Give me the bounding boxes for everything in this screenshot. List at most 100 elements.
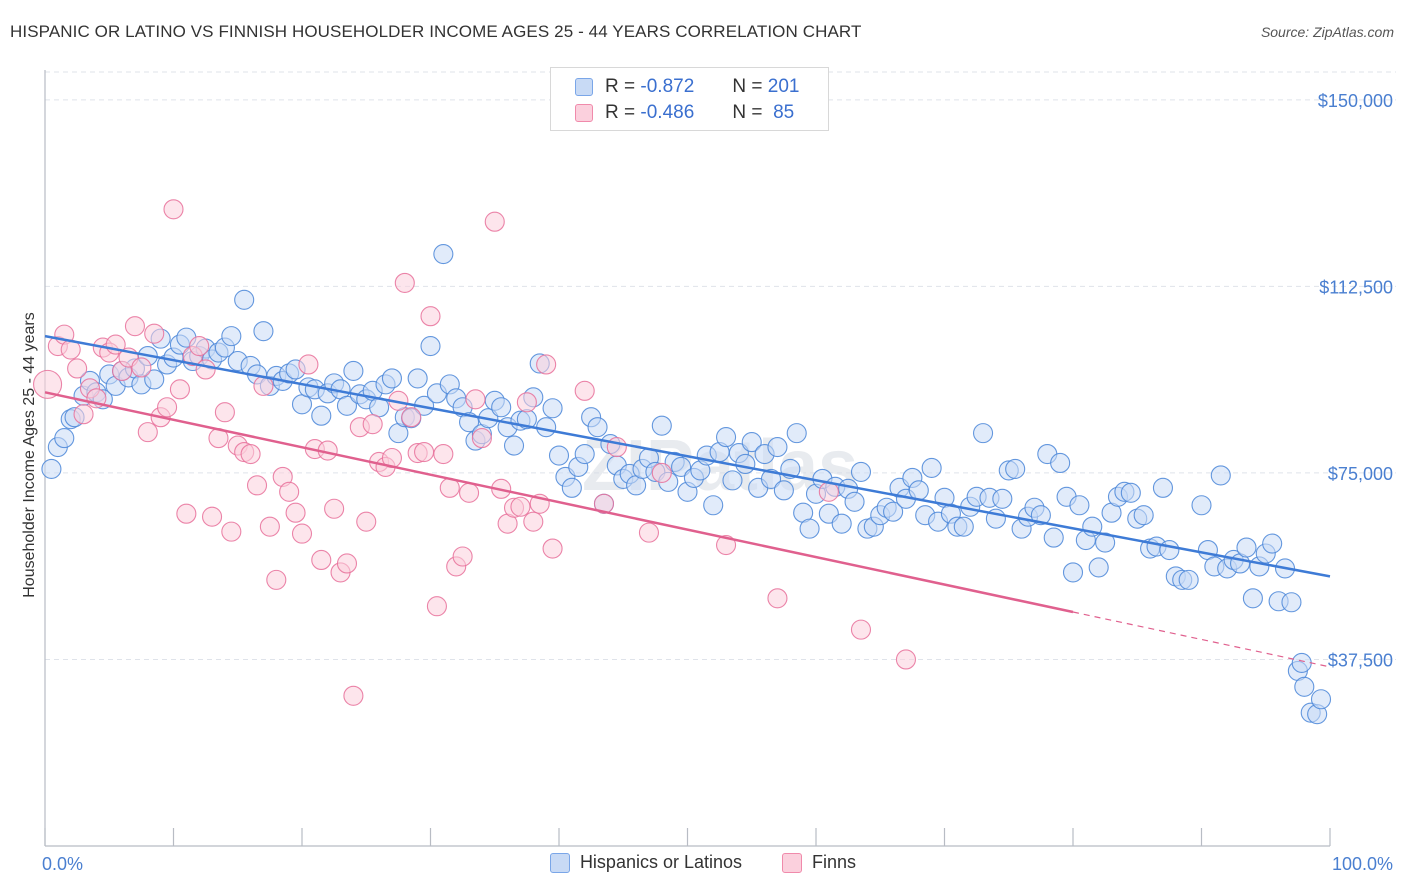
- data-point-finns: [291, 523, 313, 544]
- legend-row-finns: R = -0.486 N = 85: [575, 101, 794, 125]
- trend-line-finns-extension: [1072, 611, 1331, 668]
- data-point-hispanics: [311, 405, 332, 426]
- data-point-hispanics: [773, 480, 794, 501]
- data-point-finns: [285, 502, 306, 523]
- data-point-finns: [163, 199, 184, 220]
- data-point-hispanics: [651, 415, 672, 436]
- data-point-hispanics: [883, 501, 904, 522]
- data-point-finns: [606, 437, 627, 458]
- data-point-hispanics: [1191, 495, 1212, 516]
- data-point-hispanics: [548, 445, 570, 466]
- legend-r-value: -0.486: [640, 102, 695, 123]
- data-point-finns: [516, 392, 537, 413]
- data-point-hispanics: [1291, 652, 1312, 673]
- data-point-finns: [356, 511, 377, 532]
- data-point-finns: [336, 553, 358, 574]
- data-point-finns: [202, 506, 223, 527]
- data-point-hispanics: [767, 437, 788, 458]
- bottom-legend-swatch-hispanics: [549, 852, 570, 873]
- data-point-hispanics: [253, 321, 274, 342]
- data-point-hispanics: [381, 368, 403, 389]
- data-point-hispanics: [1088, 557, 1109, 578]
- data-point-finns: [484, 211, 505, 232]
- data-point-hispanics: [336, 395, 358, 416]
- x-tick-label: 0.0%: [42, 854, 83, 874]
- y-tick-label: $150,000: [1318, 91, 1393, 111]
- data-point-hispanics: [741, 432, 762, 453]
- data-point-hispanics: [561, 477, 582, 498]
- data-point-hispanics: [41, 458, 62, 479]
- data-point-finns: [420, 306, 441, 327]
- data-point-finns: [157, 397, 178, 418]
- data-point-finns: [394, 272, 415, 293]
- data-point-finns: [298, 354, 319, 375]
- y-tick-label: $112,500: [1319, 277, 1393, 297]
- data-point-hispanics: [1043, 527, 1064, 548]
- data-point-hispanics: [799, 518, 820, 539]
- data-point-hispanics: [831, 513, 852, 534]
- legend-swatch-finns: [575, 104, 593, 122]
- data-point-hispanics: [1069, 495, 1090, 516]
- data-point-finns: [214, 402, 235, 423]
- data-point-hispanics: [144, 369, 165, 390]
- data-point-finns: [452, 546, 473, 567]
- data-point-finns: [574, 380, 595, 401]
- data-point-finns: [542, 538, 563, 559]
- data-point-hispanics: [433, 244, 454, 265]
- data-point-finns: [767, 588, 788, 609]
- data-point-hispanics: [407, 368, 428, 389]
- data-point-finns: [240, 443, 261, 465]
- data-point-finns: [426, 596, 447, 617]
- data-point-hispanics: [542, 398, 563, 419]
- data-point-finns: [850, 619, 872, 640]
- data-point-hispanics: [291, 394, 313, 415]
- legend-n-label: N =: [732, 76, 763, 97]
- data-point-hispanics: [1152, 477, 1173, 498]
- data-point-finns: [124, 316, 145, 337]
- y-tick-label: $75,000: [1328, 464, 1393, 484]
- data-point-hispanics: [715, 427, 737, 448]
- tick-labels: $37,500 $75,000 $112,500 $150,000 0.0% 100.0%: [42, 91, 1393, 874]
- data-point-finns: [73, 404, 94, 425]
- data-point-finns: [33, 369, 63, 399]
- data-point-finns: [593, 493, 615, 514]
- data-point-hispanics: [1005, 458, 1026, 479]
- x-tick-label: 100.0%: [1332, 854, 1393, 874]
- data-point-hispanics: [491, 397, 512, 418]
- data-point-hispanics: [735, 453, 756, 475]
- data-point-finns: [67, 358, 88, 379]
- bottom-legend-hispanics[interactable]: Hispanics or Latinos: [549, 852, 742, 873]
- data-point-hispanics: [343, 360, 364, 381]
- chart-title: HISPANIC OR LATINO VS FINNISH HOUSEHOLDE…: [10, 22, 862, 41]
- legend-n-value: 85: [773, 102, 795, 123]
- data-point-hispanics: [992, 488, 1013, 509]
- data-point-hispanics: [587, 417, 608, 438]
- data-point-finns: [458, 482, 480, 503]
- data-point-hispanics: [54, 428, 75, 449]
- data-point-hispanics: [234, 289, 255, 310]
- data-point-hispanics: [703, 495, 724, 516]
- data-point-finns: [715, 535, 737, 556]
- legend-n-value: 201: [767, 76, 800, 97]
- data-point-hispanics: [1294, 676, 1315, 697]
- data-point-hispanics: [1050, 452, 1071, 474]
- data-point-hispanics: [1281, 592, 1302, 613]
- data-point-finns: [311, 549, 332, 571]
- series-finns-points: [33, 199, 917, 706]
- data-point-hispanics: [1262, 533, 1283, 554]
- data-point-hispanics: [921, 457, 942, 478]
- data-point-hispanics: [1242, 588, 1263, 609]
- bottom-legend-swatch-finns: [782, 852, 803, 873]
- data-point-finns: [137, 422, 158, 443]
- data-point-finns: [536, 354, 557, 375]
- bottom-legend-finns[interactable]: Finns: [782, 852, 856, 873]
- data-point-finns: [169, 379, 190, 400]
- data-point-finns: [471, 428, 492, 449]
- bottom-legend-label: Finns: [812, 852, 857, 872]
- data-point-finns: [266, 569, 287, 590]
- data-point-hispanics: [536, 417, 557, 438]
- data-point-finns: [221, 521, 242, 542]
- data-point-hispanics: [1236, 537, 1257, 558]
- data-point-hispanics: [420, 336, 441, 357]
